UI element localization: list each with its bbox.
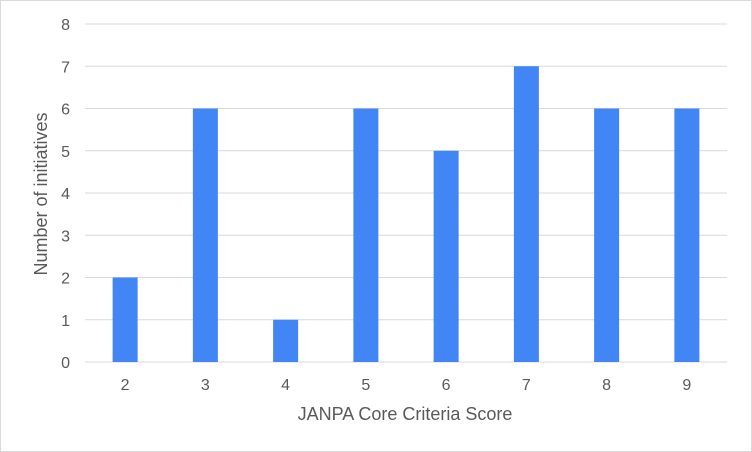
- x-axis-title: JANPA Core Criteria Score: [298, 404, 513, 424]
- bar-3: [192, 108, 218, 362]
- bar-7: [513, 66, 539, 362]
- x-tick-label: 4: [281, 377, 290, 394]
- bar-5: [353, 108, 379, 362]
- y-tick-label: 4: [61, 186, 70, 203]
- y-tick-label: 7: [61, 59, 70, 76]
- y-tick-label: 2: [61, 271, 70, 288]
- y-tick-label: 5: [61, 144, 70, 161]
- y-tick-label: 0: [61, 355, 70, 372]
- x-tick-label: 5: [361, 377, 370, 394]
- y-tick-label: 3: [61, 228, 70, 245]
- gridlines: [85, 23, 727, 363]
- x-tick-label: 2: [121, 377, 130, 394]
- bar-4: [273, 319, 299, 362]
- y-axis-tick-labels: 0 1 2 3 4 5 6 7 8: [61, 17, 70, 372]
- x-tick-label: 8: [602, 377, 611, 394]
- bars: [112, 66, 700, 362]
- y-tick-label: 8: [61, 17, 70, 34]
- x-tick-label: 9: [682, 377, 691, 394]
- x-axis-tick-labels: 2 3 4 5 6 7 8 9: [121, 377, 692, 394]
- bar-9: [674, 108, 700, 362]
- bar-8: [594, 108, 620, 362]
- y-tick-label: 6: [61, 102, 70, 119]
- bar-6: [433, 150, 459, 362]
- x-tick-label: 7: [522, 377, 531, 394]
- x-tick-label: 3: [201, 377, 210, 394]
- y-axis-title: Number of initiatives: [31, 112, 51, 275]
- bar-2: [112, 277, 138, 362]
- x-tick-label: 6: [442, 377, 451, 394]
- y-tick-label: 1: [61, 313, 70, 330]
